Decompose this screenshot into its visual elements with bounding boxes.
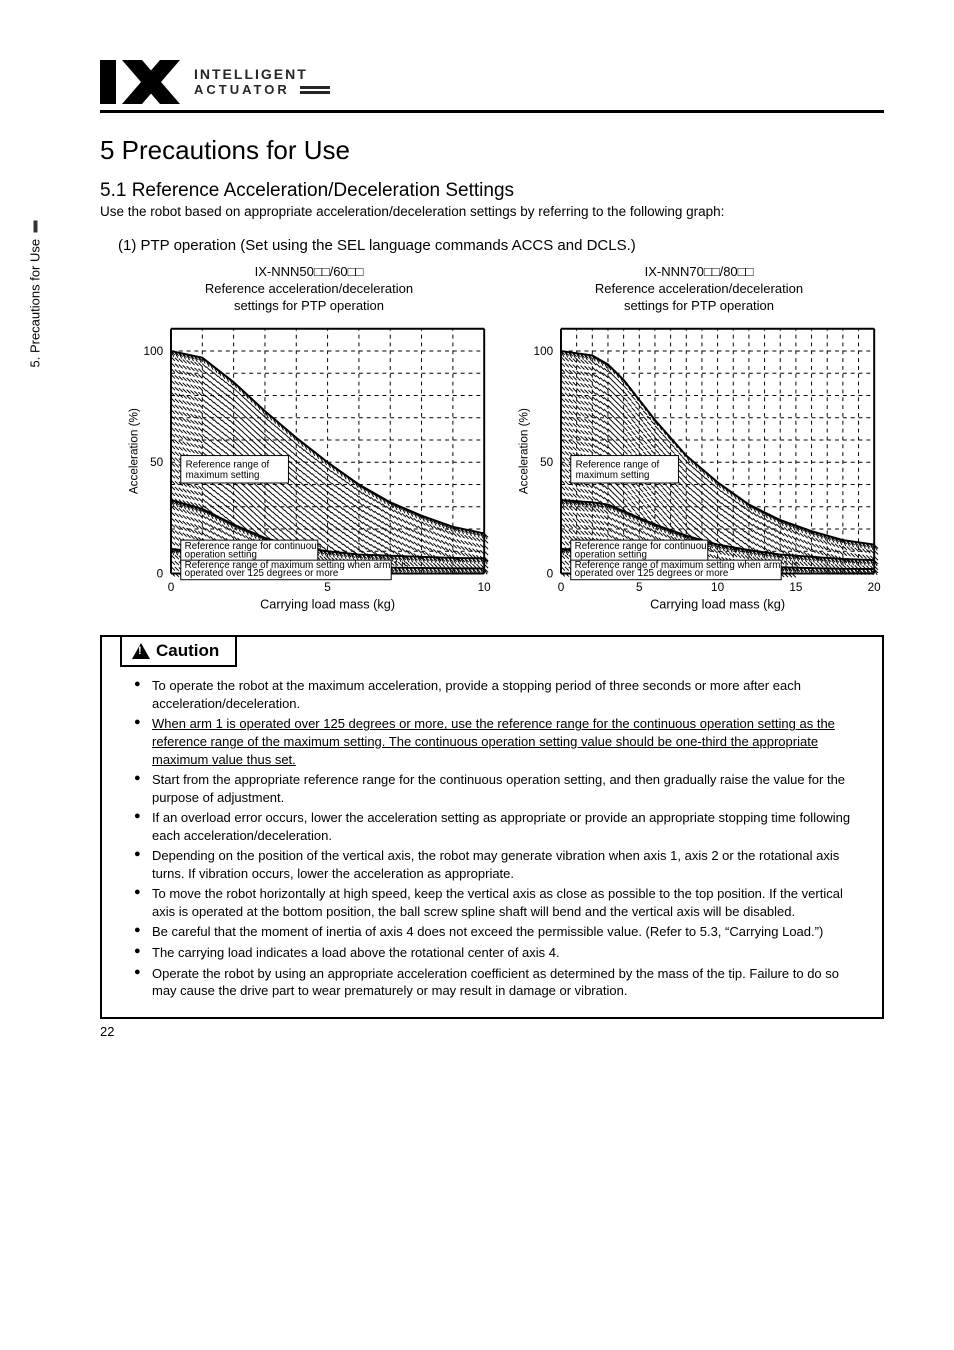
chart-left: 0 50 100 0 5 10 Acceleration (%) Carrying load …	[124, 319, 494, 613]
warning-triangle-icon	[132, 643, 150, 659]
chart-right-title-3: settings for PTP operation	[624, 298, 774, 313]
svg-text:5: 5	[636, 581, 643, 594]
svg-text:Carrying load mass (kg): Carrying load mass (kg)	[260, 596, 395, 611]
svg-text:Reference range of: Reference range of	[576, 459, 660, 470]
side-tab-text: 5. Precautions for Use	[28, 239, 43, 368]
logo-ix	[100, 60, 180, 104]
svg-text:0: 0	[157, 567, 164, 580]
svg-text:50: 50	[540, 456, 554, 469]
caution-item: To move the robot horizontally at high s…	[138, 885, 864, 920]
chart-left-title-3: settings for PTP operation	[234, 298, 384, 313]
svg-text:0: 0	[168, 581, 175, 594]
header-rule	[100, 110, 884, 113]
logo-row: INTELLIGENT ACTUATOR	[100, 60, 884, 104]
caution-item: When arm 1 is operated over 125 degrees …	[138, 715, 864, 768]
charts-row: IX-NNN50□□/60□□ Reference acceleration/d…	[124, 264, 884, 617]
lead-text: Use the robot based on appropriate accel…	[100, 204, 884, 219]
caution-item: The carrying load indicates a load above…	[138, 944, 864, 962]
svg-text:10: 10	[478, 581, 492, 594]
section-title: 5 Precautions for Use	[100, 135, 884, 166]
logo-text: INTELLIGENT ACTUATOR	[194, 67, 330, 97]
svg-text:100: 100	[144, 345, 164, 358]
caution-badge: Caution	[120, 637, 237, 667]
chart-right-title-2: Reference acceleration/deceleration	[595, 281, 803, 296]
chart-left-title-2: Reference acceleration/deceleration	[205, 281, 413, 296]
caution-box: Caution To operate the robot at the maxi…	[100, 635, 884, 1018]
svg-text:5: 5	[324, 581, 331, 594]
caution-item: To operate the robot at the maximum acce…	[138, 677, 864, 712]
svg-text:0: 0	[558, 581, 565, 594]
svg-text:Acceleration (%): Acceleration (%)	[128, 408, 141, 494]
logo-underline-icon	[300, 86, 330, 94]
svg-text:operated over 125 degrees or m: operated over 125 degrees or more	[575, 567, 729, 578]
caution-item: If an overload error occurs, lower the a…	[138, 809, 864, 844]
logo-line1: INTELLIGENT	[194, 67, 330, 82]
chart-left-wrap: IX-NNN50□□/60□□ Reference acceleration/d…	[124, 264, 494, 617]
svg-text:100: 100	[534, 345, 554, 358]
caution-list: To operate the robot at the maximum acce…	[120, 677, 864, 999]
chart-left-title: IX-NNN50□□/60□□ Reference acceleration/d…	[124, 264, 494, 315]
page-number: 22	[100, 1024, 114, 1039]
caution-item: Start from the appropriate reference ran…	[138, 771, 864, 806]
logo-line2: ACTUATOR	[194, 83, 330, 97]
page: 5. Precautions for Use INTELLIGENT ACTUA…	[0, 0, 954, 1059]
svg-text:maximum setting: maximum setting	[576, 470, 650, 481]
chart-right-title: IX-NNN70□□/80□□ Reference acceleration/d…	[514, 264, 884, 315]
svg-text:Carrying load mass (kg): Carrying load mass (kg)	[650, 596, 785, 611]
caution-item: Depending on the position of the vertica…	[138, 847, 864, 882]
chart-left-title-1: IX-NNN50□□/60□□	[255, 264, 364, 279]
svg-text:Reference range of: Reference range of	[186, 459, 270, 470]
svg-text:10: 10	[711, 581, 725, 594]
caution-item: Operate the robot by using an appropriat…	[138, 965, 864, 1000]
svg-text:50: 50	[150, 456, 164, 469]
caution-item: Be careful that the moment of inertia of…	[138, 923, 864, 941]
subhead: (1) PTP operation (Set using the SEL lan…	[118, 237, 884, 254]
side-tab-bar	[33, 221, 37, 233]
svg-text:operated over 125 degrees or m: operated over 125 degrees or more	[185, 567, 339, 578]
chart-right-title-1: IX-NNN70□□/80□□	[645, 264, 754, 279]
chart-right-wrap: IX-NNN70□□/80□□ Reference acceleration/d…	[514, 264, 884, 617]
caution-label: Caution	[156, 641, 219, 661]
svg-text:maximum setting: maximum setting	[186, 470, 260, 481]
subsection-title: 5.1 Reference Acceleration/Deceleration …	[100, 180, 884, 202]
svg-text:20: 20	[868, 581, 882, 594]
side-tab: 5. Precautions for Use	[28, 221, 43, 368]
svg-text:Acceleration (%): Acceleration (%)	[518, 408, 531, 494]
svg-text:0: 0	[547, 567, 554, 580]
chart-right: 0 50 100 0 5 10 15 20 Acceleration (%) Carrying l…	[514, 319, 884, 613]
svg-text:15: 15	[789, 581, 803, 594]
